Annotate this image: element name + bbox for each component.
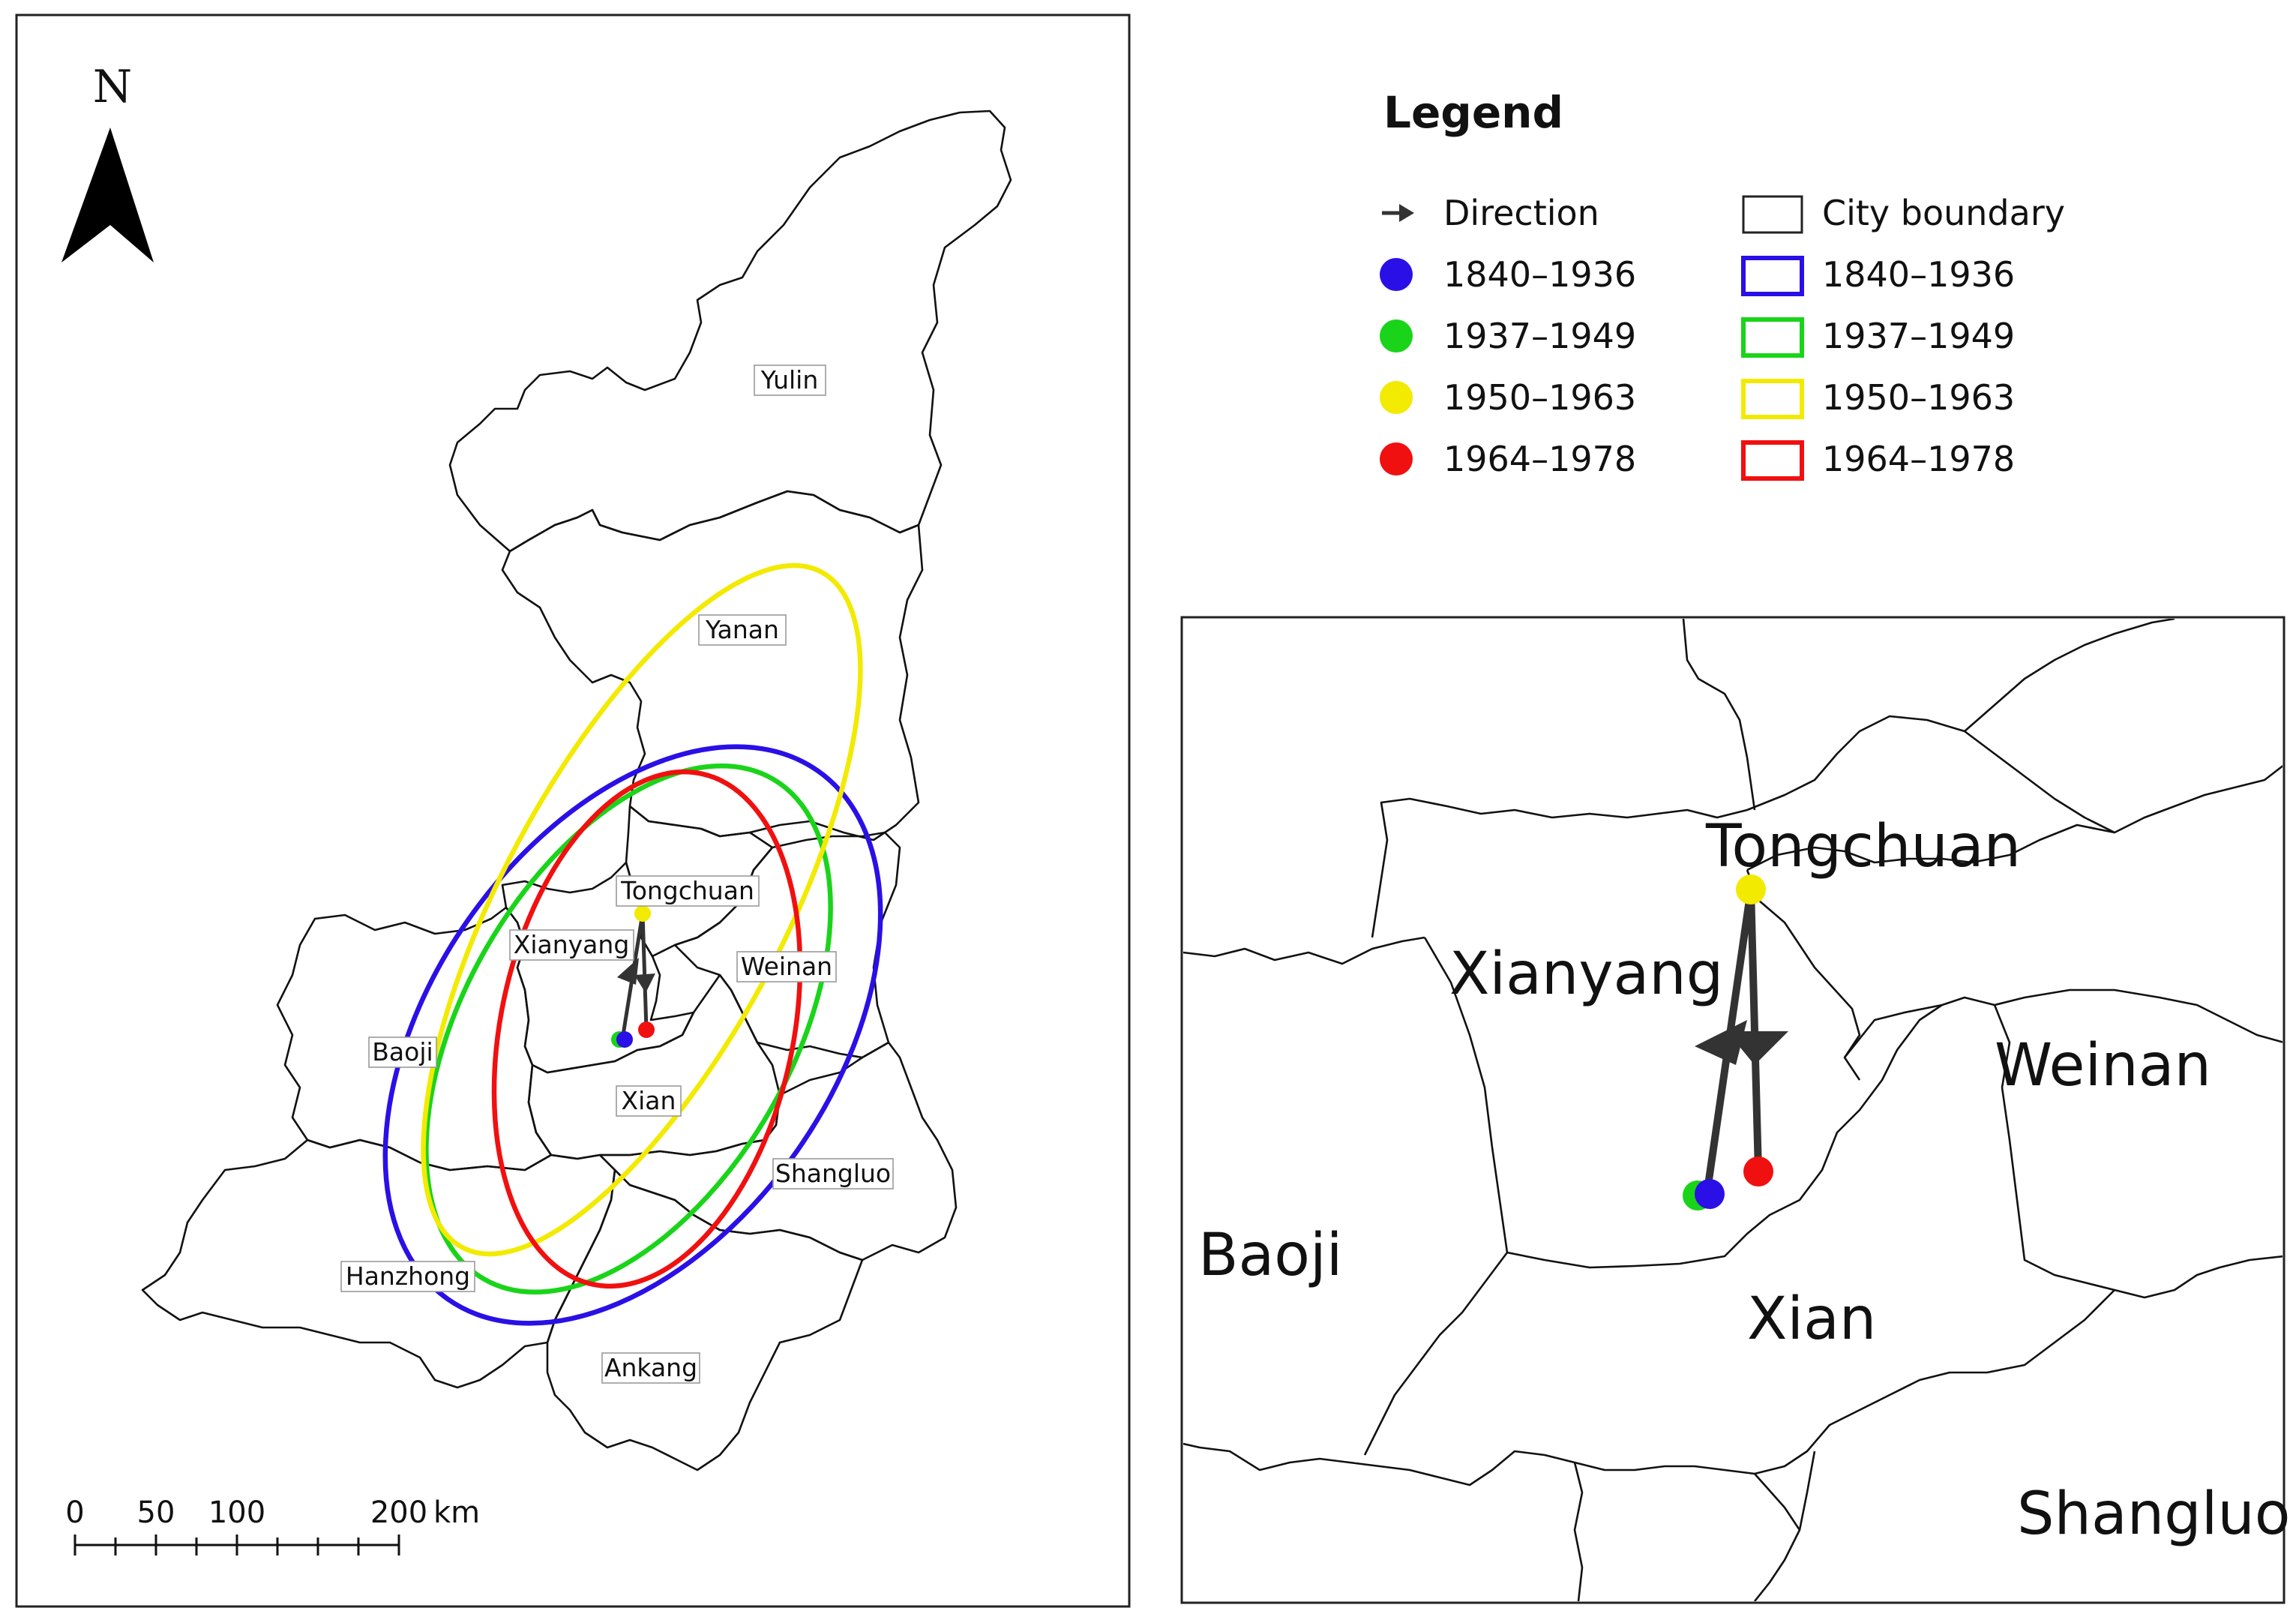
arrow-icon [1399,204,1414,222]
inset-label-xianyang: Xianyang [1449,940,1723,1008]
ellipse-1840-1936 [382,744,883,1326]
inset-labels: Tongchuan Xianyang Weinan Baoji Xian Sha… [1198,813,2291,1548]
main-map-panel: Yulin Yanan Tongchuan Xianyang Weinan Ba… [15,14,1131,1608]
city-label-shangluo: Shangluo [772,1158,894,1190]
center-1950-1963 [634,905,651,922]
svg-text:Xian: Xian [622,1086,676,1115]
svg-text:Yanan: Yanan [705,615,779,644]
svg-text:1964–1978: 1964–1978 [1822,439,2015,479]
svg-text:Xianyang: Xianyang [514,930,630,959]
inset-center-1840-1936 [1695,1179,1725,1209]
city-label-yanan: Yanan [698,614,787,646]
svg-text:N: N [93,61,133,113]
inset-label-baoji: Baoji [1198,1222,1342,1289]
svg-text:1964–1978: 1964–1978 [1443,439,1636,479]
direction-arrowhead [634,974,655,993]
svg-text:Shangluo: Shangluo [775,1159,891,1188]
svg-text:1937–1949: 1937–1949 [1443,316,1636,356]
direction-line [640,913,649,1030]
direction-arrowhead [1727,1031,1788,1065]
legend: Legend Direction 1840–1936 1937–1949 195… [1380,87,2065,481]
svg-text:1950–1963: 1950–1963 [1822,377,2015,418]
svg-text:Tongchuan: Tongchuan [620,876,754,905]
inset-label-shangluo: Shangluo [2017,1480,2291,1548]
inset-map-panel: Tongchuan Xianyang Weinan Baoji Xian Sha… [1180,616,2291,1604]
boundary-ankang [546,1168,864,1472]
city-label-xianyang: Xianyang [509,929,634,961]
svg-text:1840–1936: 1840–1936 [1443,254,1636,295]
legend-point-1964-1978: 1964–1978 [1380,439,1636,479]
svg-text:1950–1963: 1950–1963 [1443,377,1636,418]
city-boundaries [141,110,1012,1472]
legend-ellipse-1840-1936: 1840–1936 [1741,254,2015,296]
ellipse-1964-1978 [491,769,803,1289]
scale-unit: km [433,1496,480,1530]
center-1964-1978 [638,1022,655,1038]
inset-label-xian: Xian [1747,1286,1876,1353]
city-label-ankang: Ankang [601,1352,700,1384]
svg-text:Baoji: Baoji [372,1037,433,1066]
legend-ellipse-1937-1949: 1937–1949 [1741,316,2015,358]
legend-ellipse-1950-1963: 1950–1963 [1741,377,2015,419]
scale-tick-100: 100 [208,1496,265,1530]
scale-tick-50: 50 [137,1496,175,1530]
inset-label-weinan: Weinan [1995,1032,2211,1100]
direction-arrowhead [617,958,639,985]
ellipse-1937-1949 [424,763,833,1295]
mean-center-shifts [611,905,655,1048]
legend-item-direction: Direction [1382,193,1599,233]
legend-ellipse-1964-1978: 1964–1978 [1741,439,2015,481]
svg-text:Ankang: Ankang [604,1353,697,1382]
direction-line [1747,889,1762,1172]
legend-point-1840-1936: 1840–1936 [1380,254,1636,295]
svg-text:Weinan: Weinan [741,952,832,981]
inset-label-tongchuan: Tongchuan [1705,813,2021,880]
svg-text:Yulin: Yulin [760,365,819,394]
svg-text:1840–1936: 1840–1936 [1822,254,2015,295]
city-label-weinan: Weinan [736,951,837,982]
center-1840-1936 [616,1031,633,1048]
north-arrow: N [61,61,154,262]
svg-text:1937–1949: 1937–1949 [1822,316,2015,356]
inset-center-1950-1963 [1736,874,1766,904]
legend-point-1950-1963: 1950–1963 [1380,377,1636,418]
city-label-xian: Xian [616,1085,682,1117]
inset-boundaries [1183,619,2283,1601]
inset-center-1964-1978 [1743,1156,1773,1186]
scale-tick-200: 200 [370,1496,427,1530]
inset-mean-center-shifts [1683,874,1788,1210]
svg-text:City boundary: City boundary [1822,193,2065,233]
legend-item-city-boundary: City boundary [1742,193,2065,234]
scale-bar: 0 50 100 200 km [65,1496,480,1556]
city-label-yulin: Yulin [754,364,826,396]
scale-tick-0: 0 [65,1496,84,1530]
city-label-tongchuan: Tongchuan [616,875,760,907]
svg-text:Hanzhong: Hanzhong [346,1262,470,1291]
city-labels: Yulin Yanan Tongchuan Xianyang Weinan Ba… [340,364,894,1384]
svg-text:Direction: Direction [1443,193,1599,233]
boundary-hanzhong [141,1138,616,1389]
city-label-hanzhong: Hanzhong [340,1261,475,1292]
city-label-baoji: Baoji [368,1036,437,1068]
legend-point-1937-1949: 1937–1949 [1380,316,1636,356]
legend-title: Legend [1383,87,1563,138]
north-arrow-icon [61,128,154,262]
boundary-weinan [673,831,901,1059]
